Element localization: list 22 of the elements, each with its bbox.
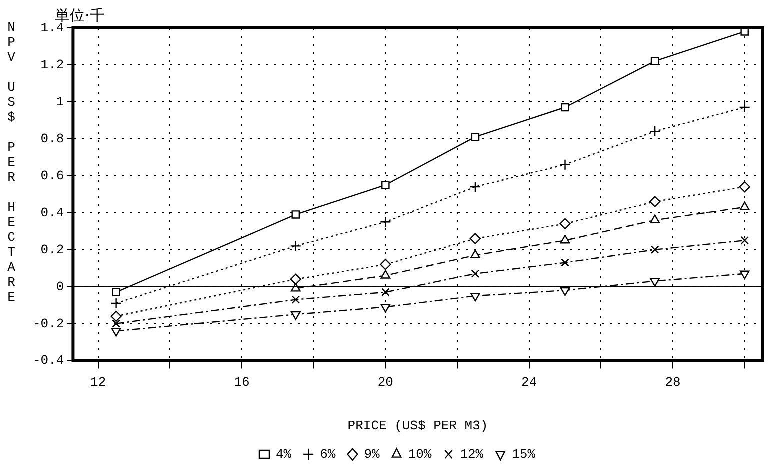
y-tick-label: 0.4 — [40, 205, 64, 220]
y-tick-label: 0.6 — [40, 168, 64, 184]
y-tick-label: 0 — [56, 279, 64, 294]
y-tick-label: -0.2 — [32, 316, 64, 332]
y-tick-label: -0.4 — [32, 353, 64, 368]
y-tick-label: 0.8 — [40, 131, 64, 146]
y-tick-label: 1 — [56, 94, 64, 110]
legend-label: 4% — [276, 446, 292, 462]
x-tick-label: 12 — [90, 375, 106, 390]
x-tick-label: 20 — [378, 375, 394, 390]
legend-label: 15% — [512, 446, 536, 462]
legend-label: 6% — [320, 446, 336, 462]
legend-label: 10% — [408, 446, 432, 462]
legend-label: 12% — [460, 446, 484, 462]
x-axis-title: PRICE (US$ PER M3) — [348, 418, 488, 434]
x-tick-label: 24 — [522, 375, 538, 390]
legend-label: 9% — [364, 446, 380, 462]
y-tick-label: 1.2 — [40, 57, 64, 72]
y-axis-title: NPV US$ PER HECTARE — [4, 20, 20, 305]
x-tick-label: 16 — [234, 375, 250, 390]
y-tick-label: 0.2 — [40, 242, 64, 258]
x-tick-label: 28 — [665, 375, 681, 390]
